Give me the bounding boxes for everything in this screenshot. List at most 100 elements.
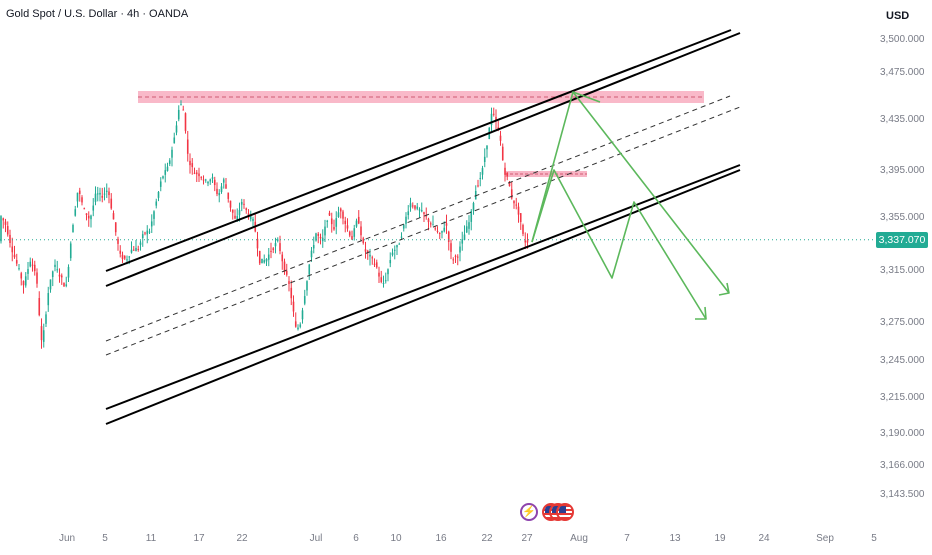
candle-body [184,113,187,131]
candle-body [18,268,20,270]
currency-label[interactable]: USD [886,10,910,22]
candle-body [265,258,268,262]
candle-body [216,188,218,195]
us-flag-icon[interactable] [556,503,574,521]
candle-body [186,139,189,154]
candle-body [389,260,392,264]
candle-body [171,149,173,158]
candle-body [13,254,16,258]
candle-body [299,324,302,327]
x-tick-label: 13 [669,533,681,544]
candle-body [132,249,135,251]
candle-body [276,239,279,241]
candle-body [490,113,493,126]
candle-body [198,173,200,177]
candle-body [513,200,515,204]
candle-body [409,203,412,208]
candle-body [292,301,295,312]
candle-body [229,200,232,208]
candle-body [105,190,108,193]
candle-body [150,221,153,227]
candle-body [0,216,2,242]
candle-body [33,264,36,272]
candle-body [346,225,349,229]
candle-body [364,249,367,252]
y-tick-label: 3,500.000 [880,34,925,45]
time-axis: Jun 5 11 17 22 Jul 6 10 16 22 27 Aug 7 13 19 24 Sep 5 [59,533,877,544]
candle-body [6,226,9,235]
candle-body [200,177,203,179]
candle-body [441,230,443,233]
candle-body [177,109,180,120]
y-tick-label: 3,435.000 [880,114,925,125]
candle-body [193,172,196,174]
x-tick-label: 22 [236,533,248,544]
candle-body [24,276,27,286]
candle-body [366,250,369,254]
x-tick-label: 6 [353,533,359,544]
candle-body [51,271,54,278]
y-tick-label: 3,215.000 [880,392,925,403]
candle-body [411,205,414,207]
candle-body [81,197,83,203]
x-tick-label: 19 [714,533,726,544]
symbol-title[interactable]: Gold Spot / U.S. Dollar · 4h · OANDA [6,8,189,20]
candle-body [447,231,450,242]
candle-body [270,250,272,252]
y-tick-label: 3,475.000 [880,67,925,78]
candle-body [492,113,495,115]
candle-body [126,259,128,261]
candle-body [504,167,506,175]
candle-body [238,210,241,216]
lightning-icon[interactable]: ⚡ [520,503,538,521]
candle-body [306,281,308,291]
candle-body [157,191,160,198]
candle-body [162,176,164,179]
candle-body [339,208,342,212]
y-tick-label: 3,355.000 [880,212,925,223]
candle-body [283,261,286,273]
candle-body [461,239,464,244]
candle-body [522,224,524,234]
candle-body [398,243,401,245]
candle-body [333,227,335,230]
candle-body [288,281,290,284]
candle-body [420,210,423,212]
candle-body [369,254,371,257]
candle-body [402,224,405,229]
projection-arrowhead-high [718,282,730,296]
current-price-tag: 3,337.070 [876,231,928,248]
x-tick-label: 16 [435,533,447,544]
candle-body [445,223,448,226]
candle-body [243,203,245,205]
candle-body [344,220,347,224]
candle-body [218,192,221,196]
candle-body [337,212,340,217]
candle-body [348,231,351,236]
candle-body [65,284,68,286]
candle-body [371,257,374,259]
candle-body [335,218,338,227]
channel-upper-line-inner [105,32,741,287]
candle-body [326,220,329,222]
candle-body [261,258,263,264]
candle-body [121,254,124,260]
candle-body [42,330,45,342]
drawing-layer [105,29,741,425]
candle-body [159,181,162,187]
candle-body [2,218,5,221]
candle-body [209,179,212,182]
candle-body [213,179,216,186]
candle-body [362,238,365,243]
candle-body [407,211,410,216]
candle-body [101,195,104,198]
candle-body [114,222,117,233]
candle-body [510,189,513,199]
candle-body [36,272,38,284]
candle-body [87,215,90,219]
x-tick-label: Jul [310,533,323,544]
x-tick-label: 10 [390,533,402,544]
candle-body [418,209,421,211]
